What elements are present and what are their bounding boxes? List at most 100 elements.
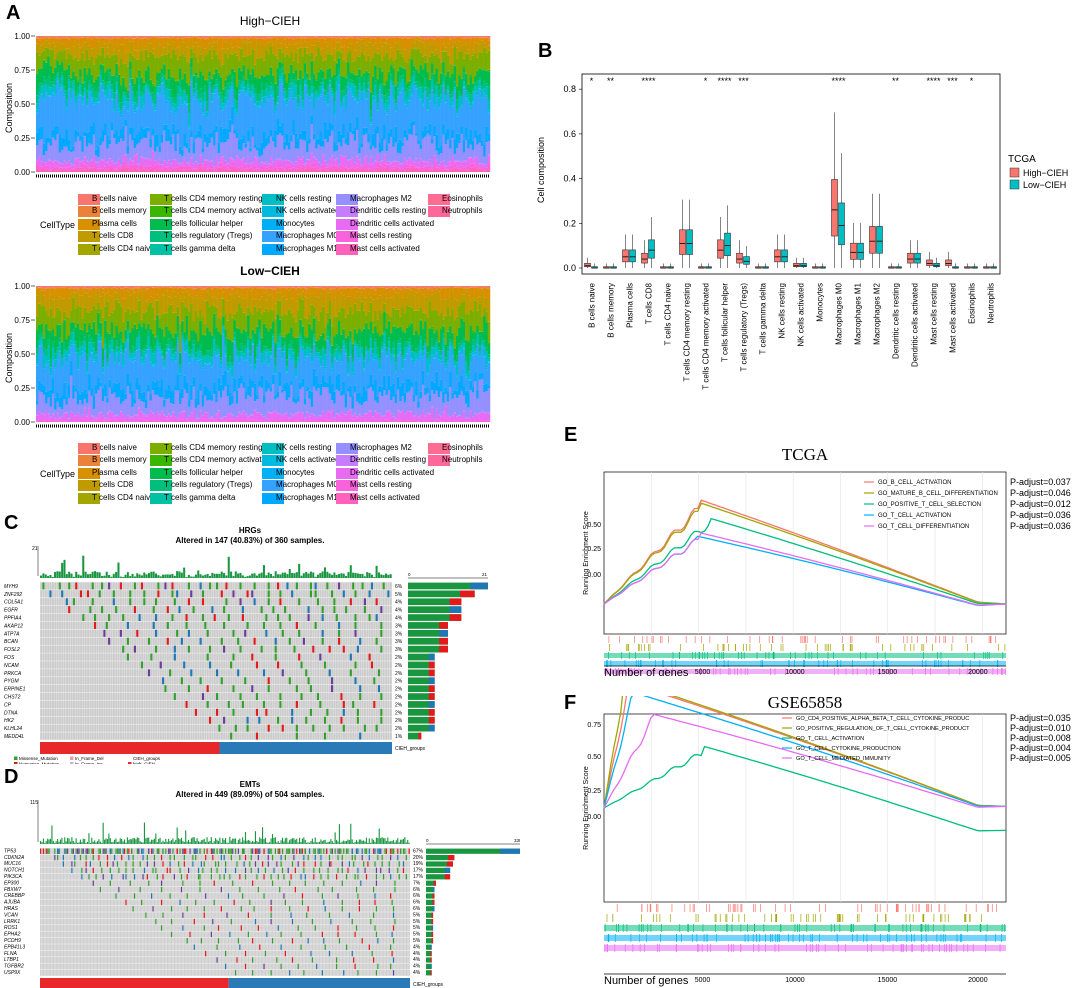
stack-segment [63,421,66,422]
stack-segment [45,411,48,420]
stack-segment [147,84,150,88]
stack-segment [390,162,393,164]
stack-segment [260,45,264,58]
stack-segment [478,86,482,89]
stack-segment [358,166,361,170]
stack-segment [36,365,39,401]
stack-segment [92,361,96,396]
stack-segment [322,90,325,141]
stack-segment [56,38,59,43]
stack-segment [63,357,66,383]
stack-segment [49,294,53,309]
stack-segment [199,70,202,72]
stack-segment [201,93,205,101]
stack-segment [181,78,184,80]
stack-segment [344,78,348,87]
stack-segment [56,286,59,288]
stack-segment [154,85,157,87]
stack-segment [331,54,334,77]
stack-segment [410,59,414,78]
stack-segment [272,36,275,38]
stack-segment [65,287,69,297]
stack-segment [335,62,339,64]
stack-segment [185,104,189,143]
stack-segment [326,164,330,168]
stack-segment [188,85,191,104]
stack-segment [349,167,352,169]
stack-segment [458,106,461,108]
stack-segment [169,163,173,168]
stack-segment [58,83,62,88]
stack-segment [263,76,266,91]
stack-segment [74,341,78,345]
stack-segment [369,92,373,111]
stack-segment [383,154,386,164]
stack-segment [226,163,230,168]
stack-segment [396,96,400,98]
stack-segment [224,103,227,106]
stack-segment [285,54,289,82]
stack-segment [47,159,50,161]
stack-segment [160,36,164,38]
stack-segment [224,165,227,169]
stack-segment [117,74,121,94]
stack-segment [335,51,339,63]
stack-segment [401,142,404,147]
stack-segment [483,170,486,172]
stack-segment [356,74,359,76]
stack-segment [81,404,84,415]
stack-segment [70,152,73,164]
stack-segment [42,76,46,86]
stack-segment [274,113,277,114]
stack-segment [231,106,234,125]
stack-segment [381,170,384,172]
stack-segment [469,157,473,158]
stack-segment [485,126,488,143]
stack-segment [36,113,39,133]
stack-segment [183,56,187,73]
stack-segment [74,77,78,92]
stack-segment [467,148,470,158]
stack-segment [449,139,452,149]
stack-segment [460,96,464,105]
stack-segment [56,161,59,167]
stack-segment [487,134,491,142]
stack-segment [367,168,370,171]
stack-segment [36,103,39,110]
stack-segment [249,42,252,55]
stack-segment [244,147,248,164]
stack-segment [74,286,78,288]
stack-segment [160,142,164,165]
stack-segment [287,83,291,89]
stack-segment [249,98,252,100]
stack-segment [476,97,479,135]
stack-segment [192,52,196,76]
stack-segment [351,36,355,38]
y-tick-label: 1.00 [14,32,30,41]
stack-segment [312,38,316,46]
stack-segment [401,56,404,68]
stack-segment [154,110,157,111]
stack-segment [335,37,339,39]
stack-segment [156,72,159,74]
stack-segment [149,165,153,169]
stack-segment [265,36,268,38]
stack-segment [181,79,184,91]
stack-segment [126,39,130,51]
y-tick-label: 1.00 [14,282,30,291]
stack-segment [406,37,409,39]
stack-segment [281,63,284,68]
stack-segment [383,37,386,38]
stack-segment [47,360,50,364]
stack-segment [333,159,336,161]
stack-segment [315,80,318,91]
stack-segment [396,49,400,71]
stack-segment [179,166,182,170]
stack-segment [419,159,423,168]
stack-segment [210,168,214,172]
stack-segment [140,108,143,111]
stack-segment [335,158,339,167]
stack-segment [285,168,289,172]
stack-segment [421,103,425,105]
stack-segment [344,138,348,144]
